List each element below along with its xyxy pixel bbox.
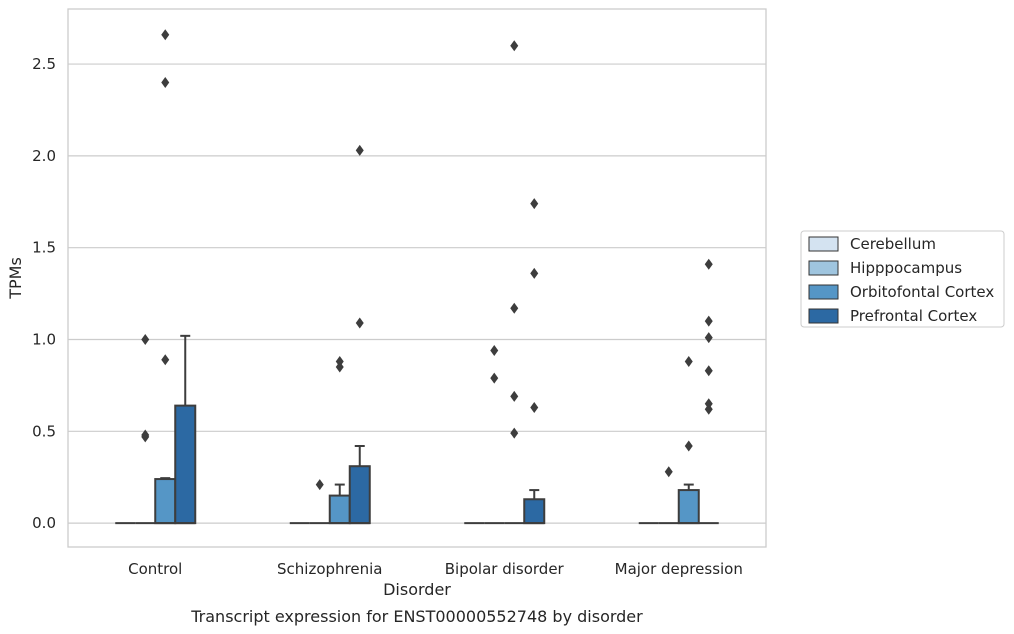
boxes — [115, 334, 719, 525]
x-tick-label: Major depression — [615, 560, 743, 578]
legend-label: Cerebellum — [850, 235, 936, 253]
legend-swatch — [808, 236, 839, 252]
outlier-point — [335, 361, 344, 373]
plot-area — [67, 8, 767, 548]
box-prefrontal-cortex — [348, 465, 371, 525]
legend-swatch — [808, 284, 839, 300]
legend: Cerebellum Hipppocampus Orbitofontal Corte… — [800, 230, 1005, 328]
legend-entries: Cerebellum Hipppocampus Orbitofontal Corte… — [808, 235, 994, 325]
box-orbitofontal-cortex — [154, 478, 177, 525]
outlier-point — [161, 354, 170, 366]
outlier-point — [530, 401, 539, 413]
outlier-point — [704, 258, 713, 270]
box-orbitofontal-cortex — [677, 489, 700, 525]
legend-label: Hipppocampus — [850, 259, 962, 277]
outlier-point — [335, 356, 344, 368]
y-tick-label: 2.0 — [32, 147, 56, 165]
outlier-point — [510, 302, 519, 314]
x-tick-labels: Control Schizophrenia Bipolar disorder Majo… — [128, 560, 743, 578]
legend-swatch — [808, 308, 839, 324]
y-tick-labels: 0.0 0.5 1.0 1.5 2.0 2.5 — [32, 55, 56, 532]
legend-label: Prefrontal Cortex — [850, 307, 977, 325]
legend-swatch — [808, 260, 839, 276]
box-prefrontal-cortex — [174, 404, 197, 525]
x-tick-label: Bipolar disorder — [445, 560, 565, 578]
x-tick-label: Schizophrenia — [277, 560, 382, 578]
outlier-point — [355, 317, 364, 329]
x-axis-label: Disorder — [383, 580, 451, 599]
legend-frame — [800, 230, 1005, 328]
outlier-point — [704, 365, 713, 377]
box-orbitofontal-cortex — [328, 494, 351, 525]
outlier-point — [510, 40, 519, 52]
y-axis-label: TPMs — [6, 257, 25, 300]
outlier-point — [684, 356, 693, 368]
outlier-point — [530, 267, 539, 279]
outlier-point — [704, 398, 713, 410]
legend-label: Orbitofontal Cortex — [850, 283, 994, 301]
outlier-point — [315, 479, 324, 491]
outlier-point — [704, 403, 713, 415]
outlier-point — [490, 345, 499, 357]
y-tick-label: 2.5 — [32, 55, 56, 73]
outlier-point — [141, 429, 150, 441]
outlier-point — [664, 466, 673, 478]
outlier-point — [684, 440, 693, 452]
chart-caption: Transcript expression for ENST0000055274… — [190, 607, 643, 626]
outliers — [141, 29, 713, 491]
x-tick-label: Control — [128, 560, 182, 578]
outlier-point — [355, 144, 364, 156]
y-tick-label: 0.0 — [32, 514, 56, 532]
outlier-point — [704, 332, 713, 344]
outlier-point — [161, 76, 170, 88]
y-tick-label: 1.0 — [32, 331, 56, 349]
outlier-point — [161, 29, 170, 41]
outlier-point — [490, 372, 499, 384]
outlier-point — [510, 390, 519, 402]
outlier-point — [704, 315, 713, 327]
outlier-point — [141, 334, 150, 346]
y-tick-label: 0.5 — [32, 422, 56, 440]
y-tick-label: 1.5 — [32, 239, 56, 257]
box-prefrontal-cortex — [523, 498, 546, 525]
outlier-point — [530, 198, 539, 210]
outlier-point — [510, 427, 519, 439]
